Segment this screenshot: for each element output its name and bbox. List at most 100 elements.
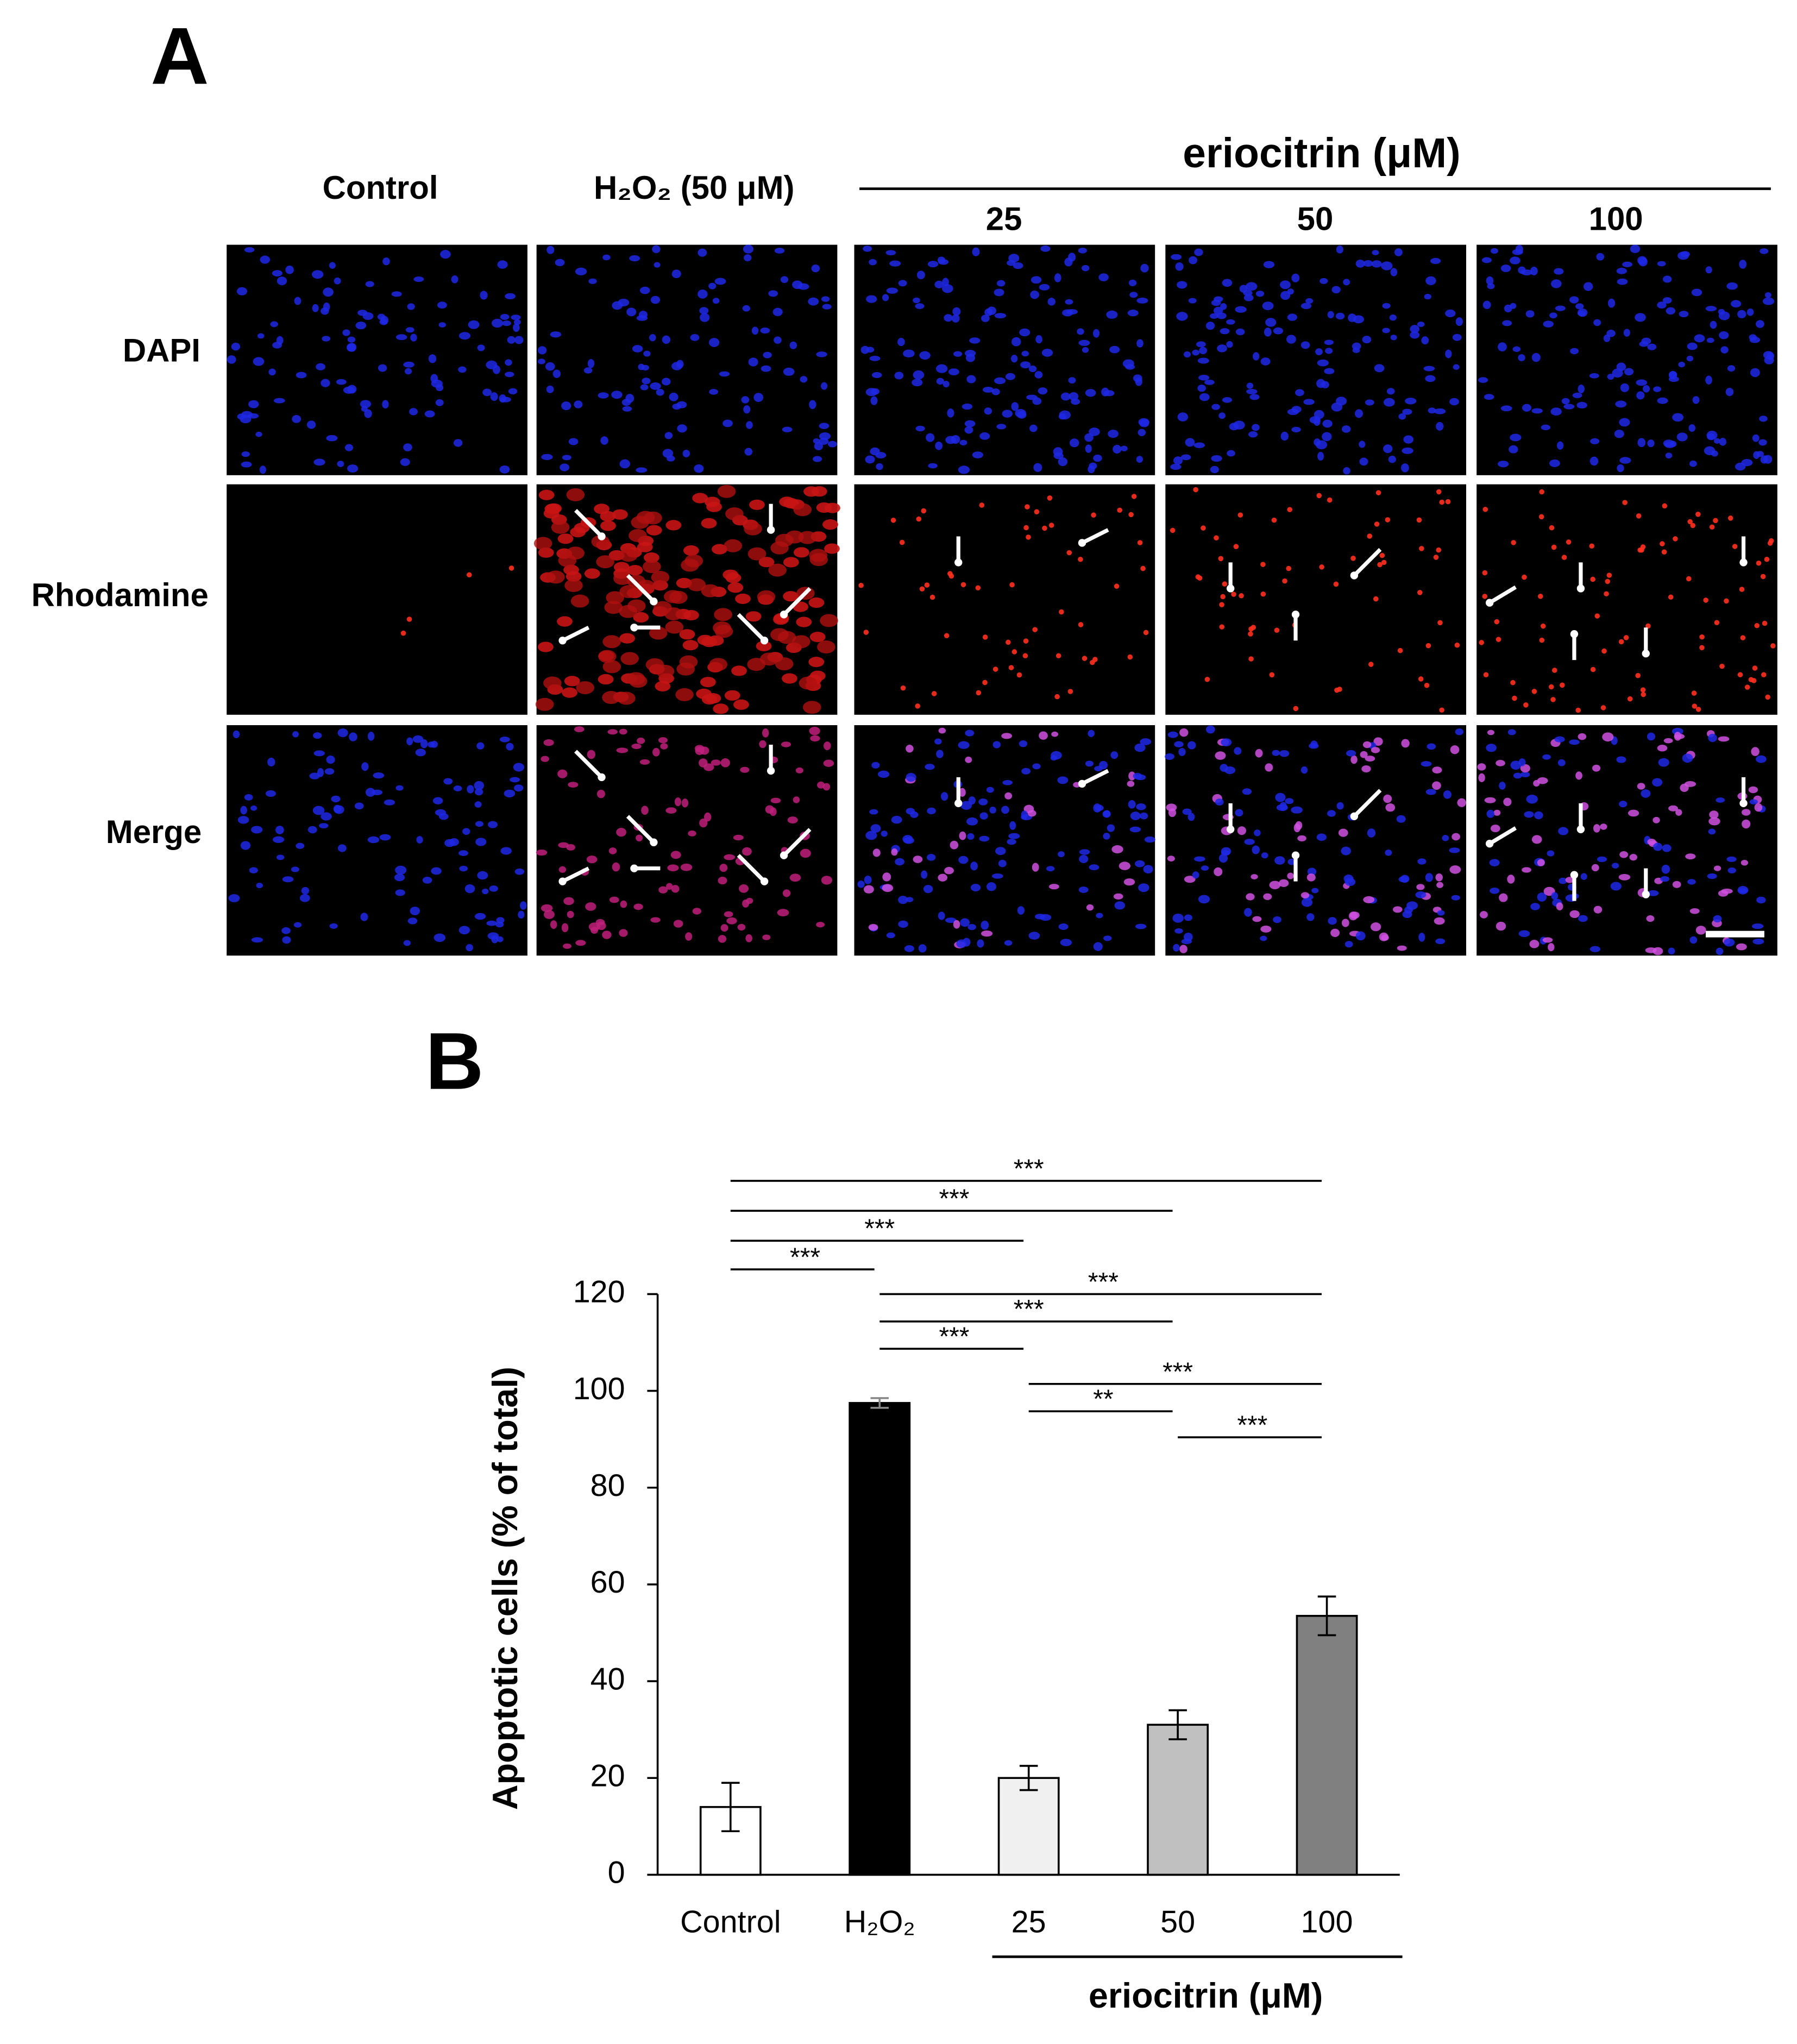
nucleus <box>563 897 574 905</box>
stained-cell <box>645 658 664 671</box>
nucleus <box>1437 910 1445 916</box>
stained-cell <box>1055 653 1061 659</box>
stained-cell <box>1604 591 1609 597</box>
nucleus <box>981 930 993 937</box>
nucleus <box>959 439 967 445</box>
nucleus <box>1677 251 1689 260</box>
nucleus <box>700 746 709 755</box>
nucleus <box>292 731 299 738</box>
nucleus <box>1125 364 1135 370</box>
nucleus <box>667 864 679 872</box>
stained-cell <box>1416 517 1422 523</box>
nucleus <box>1139 419 1149 427</box>
nucleus <box>1713 865 1721 871</box>
arrow-head <box>650 838 658 846</box>
x-tick-label: 25 <box>1011 1905 1046 1940</box>
nucleus <box>1086 904 1094 911</box>
nucleus <box>277 276 287 286</box>
nucleus <box>1449 865 1461 874</box>
nucleus <box>1662 297 1672 304</box>
nucleus <box>1636 379 1648 386</box>
stained-cell <box>783 557 799 568</box>
stained-cell <box>696 688 712 699</box>
nucleus <box>1762 297 1775 305</box>
nucleus <box>596 789 605 798</box>
nucleus <box>404 368 412 375</box>
stained-cell <box>724 539 743 552</box>
nucleus <box>809 726 820 735</box>
stained-cell <box>1042 525 1047 531</box>
micrographs <box>227 244 1777 956</box>
nucleus <box>365 788 375 797</box>
x-tick-label: Control <box>680 1905 781 1940</box>
nucleus <box>970 861 978 871</box>
nucleus <box>1390 268 1398 276</box>
nucleus <box>780 276 789 284</box>
stained-cell <box>735 593 751 604</box>
nucleus <box>1580 873 1587 880</box>
nucleus <box>1001 806 1009 814</box>
nucleus <box>1674 732 1681 741</box>
nucleus <box>292 415 301 423</box>
nucleus <box>1001 733 1013 739</box>
nucleus <box>1662 275 1672 283</box>
stained-cell <box>679 629 695 640</box>
stained-cell <box>600 520 616 531</box>
nucleus <box>1020 361 1031 369</box>
nucleus <box>1756 896 1766 904</box>
nucleus <box>449 838 460 846</box>
nucleus <box>709 338 720 347</box>
column-header: 25 <box>986 200 1022 237</box>
nucleus <box>1518 930 1530 938</box>
nucleus <box>1383 444 1393 454</box>
nucleus <box>403 443 412 451</box>
nucleus <box>331 795 341 803</box>
stained-cell <box>1282 578 1287 584</box>
nucleus <box>1388 455 1396 463</box>
stained-cell <box>1082 656 1088 661</box>
stained-cell <box>1193 487 1198 493</box>
nucleus <box>1211 299 1221 306</box>
arrow <box>1488 826 1517 846</box>
stained-cell <box>1606 573 1612 578</box>
nucleus <box>249 867 258 873</box>
nucleus <box>1370 922 1381 932</box>
nucleus <box>1706 337 1714 343</box>
nucleus <box>361 762 369 771</box>
stained-cell <box>1687 519 1693 525</box>
nucleus <box>1691 288 1702 297</box>
nucleus <box>413 276 424 282</box>
stained-cell <box>808 597 825 608</box>
nucleus <box>821 876 832 885</box>
nucleus <box>698 248 707 257</box>
nucleus <box>321 379 330 387</box>
stained-cell <box>1222 581 1228 587</box>
stained-cell <box>646 525 662 536</box>
nucleus <box>1041 349 1053 357</box>
nucleus <box>1235 328 1245 336</box>
stained-cell <box>725 573 742 583</box>
nucleus <box>1170 463 1182 470</box>
nucleus <box>1261 852 1268 859</box>
nucleus <box>1176 312 1188 321</box>
nucleus <box>1184 914 1192 921</box>
nucleus <box>816 351 827 357</box>
nucleus <box>568 782 579 788</box>
nucleus <box>1028 365 1037 373</box>
nucleus <box>1623 329 1630 337</box>
nucleus <box>1140 812 1148 820</box>
stained-cell <box>701 584 720 598</box>
nucleus <box>1136 297 1148 304</box>
stained-cell <box>1589 543 1594 549</box>
nucleus <box>395 865 407 875</box>
nucleus <box>650 295 661 304</box>
nucleus <box>751 326 759 335</box>
nucleus <box>321 812 332 821</box>
nucleus <box>1300 892 1310 898</box>
arrow <box>782 828 812 857</box>
nucleus <box>860 345 870 354</box>
micrograph <box>227 244 527 475</box>
stained-cell <box>809 549 828 562</box>
nucleus <box>821 382 828 390</box>
nucleus <box>1021 350 1029 357</box>
